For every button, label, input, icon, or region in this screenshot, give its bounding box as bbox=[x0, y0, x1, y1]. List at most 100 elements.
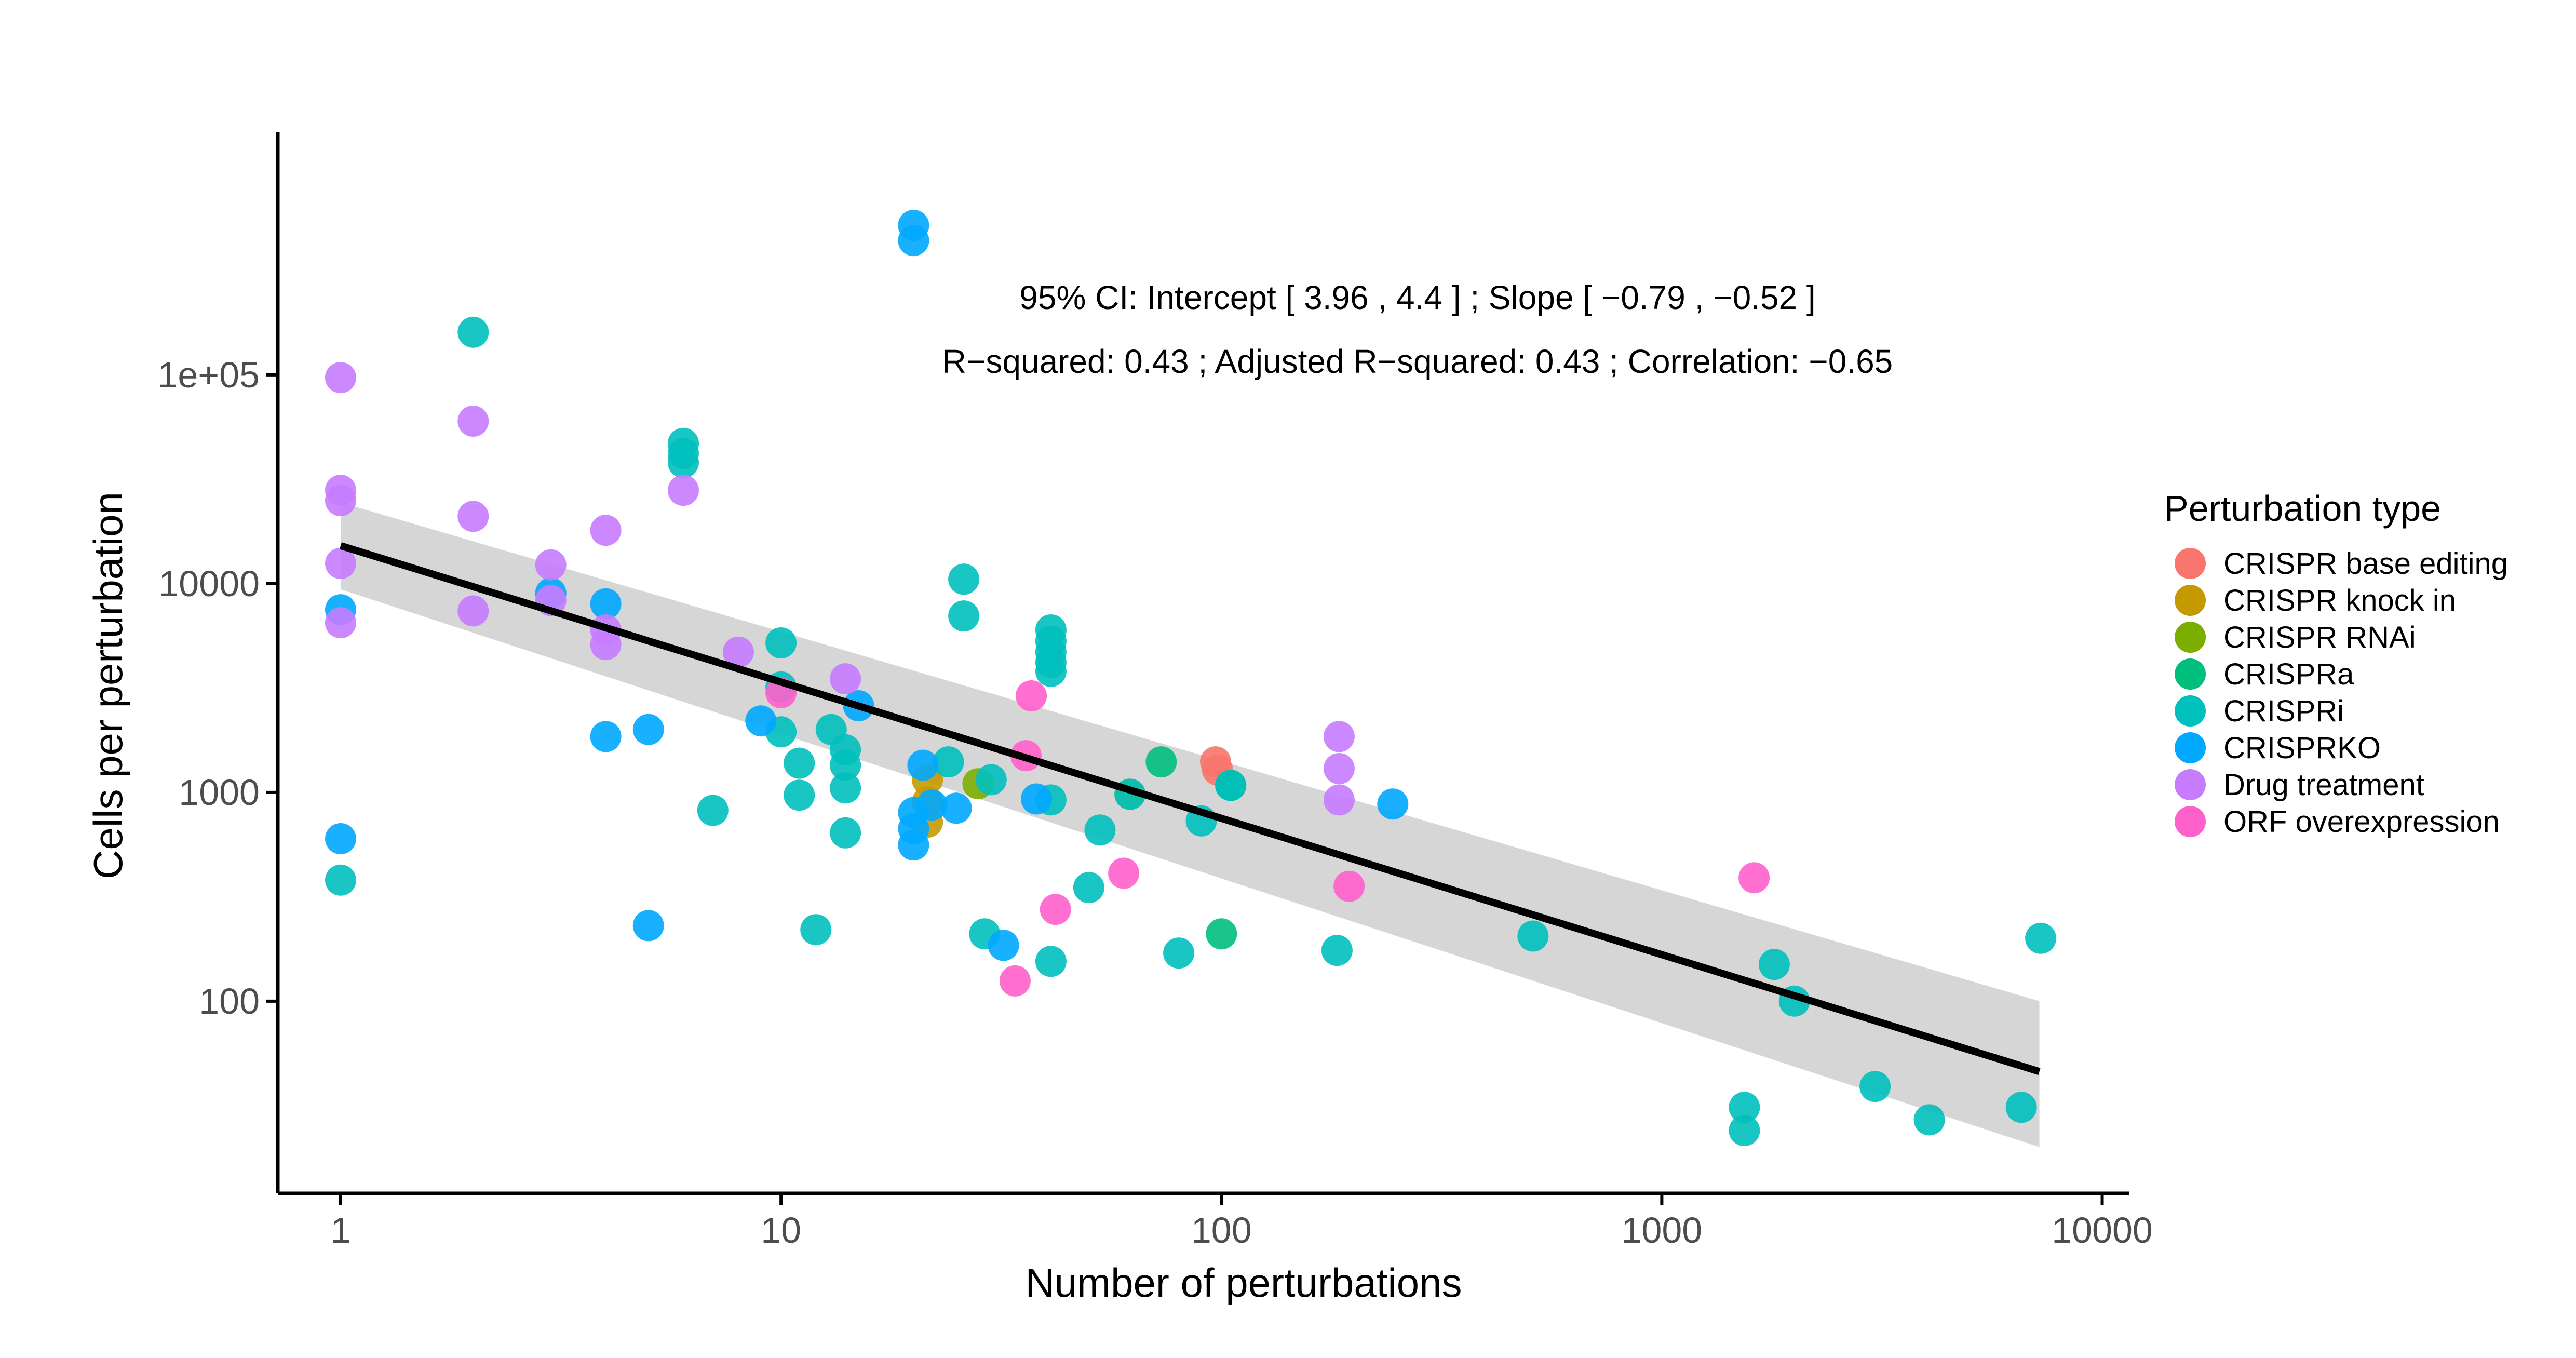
point-crispri bbox=[668, 447, 699, 478]
point-crispri bbox=[1073, 872, 1104, 904]
y-tick-label: 1e+05 bbox=[157, 355, 260, 395]
point-crispri bbox=[830, 817, 861, 849]
point-crisprko bbox=[988, 930, 1019, 961]
regression-line bbox=[339, 542, 2041, 1075]
y-tick-label: 1000 bbox=[179, 772, 260, 813]
point-crispri bbox=[1859, 1071, 1891, 1102]
point-crispri bbox=[457, 316, 489, 348]
point-drug-treatment bbox=[325, 547, 356, 579]
point-drug-treatment bbox=[590, 515, 622, 546]
legend-key-crispra bbox=[2175, 658, 2206, 690]
point-crispri bbox=[948, 600, 980, 632]
point-crispri bbox=[697, 795, 729, 826]
point-crisprko bbox=[1377, 788, 1409, 820]
point-crisprko bbox=[898, 225, 929, 257]
point-crispri bbox=[1729, 1115, 1760, 1146]
point-drug-treatment bbox=[722, 636, 754, 668]
point-crispri bbox=[800, 914, 832, 946]
point-crispri bbox=[1215, 770, 1247, 801]
point-drug-treatment bbox=[830, 663, 861, 695]
point-crisprko bbox=[940, 792, 972, 824]
point-crispri bbox=[784, 779, 815, 811]
legend-label-crispra: CRISPRa bbox=[2223, 657, 2354, 691]
legend-label-drug-treatment: Drug treatment bbox=[2223, 768, 2424, 802]
point-crispri bbox=[325, 864, 356, 896]
legend-label-crispr-base-editing: CRISPR base editing bbox=[2223, 547, 2508, 581]
point-drug-treatment bbox=[1323, 721, 1355, 752]
y-tick-label: 10000 bbox=[158, 563, 260, 604]
legend-key-crispr-base-editing bbox=[2175, 548, 2206, 579]
point-crisprko bbox=[632, 910, 664, 942]
point-orf-overexpression bbox=[999, 965, 1031, 997]
point-crisprko bbox=[898, 829, 929, 861]
point-crispri bbox=[1729, 1092, 1760, 1123]
point-crispri bbox=[784, 747, 815, 779]
axes-layer bbox=[276, 132, 2129, 1195]
point-crispri bbox=[948, 563, 980, 595]
legend-label-crispri: CRISPRi bbox=[2223, 694, 2344, 728]
point-drug-treatment bbox=[325, 485, 356, 516]
point-crisprko bbox=[745, 705, 777, 737]
point-crisprko bbox=[1020, 783, 1052, 815]
point-crispri bbox=[765, 627, 797, 658]
x-tick-label: 100 bbox=[1191, 1210, 1252, 1251]
point-drug-treatment bbox=[668, 475, 699, 506]
point-drug-treatment bbox=[325, 362, 356, 394]
legend: Perturbation type CRISPR base editingCRI… bbox=[2164, 488, 2508, 839]
legend-key-crispri bbox=[2175, 695, 2206, 727]
legend-label-crisprko: CRISPRKO bbox=[2223, 731, 2381, 765]
x-tick-label: 1 bbox=[331, 1210, 351, 1251]
r-squared-annotation: R−squared: 0.43 ; Adjusted R−squared: 0.… bbox=[942, 343, 1893, 380]
point-crisprko bbox=[325, 823, 356, 854]
point-crispra bbox=[1206, 918, 1237, 950]
point-crispri bbox=[830, 772, 861, 804]
point-crispri bbox=[1035, 946, 1067, 977]
point-crispri bbox=[1517, 920, 1549, 952]
point-orf-overexpression bbox=[1738, 862, 1770, 894]
legend-key-crispr-rnai bbox=[2175, 622, 2206, 653]
ci-annotation: 95% CI: Intercept [ 3.96 , 4.4 ] ; Slope… bbox=[1019, 279, 1815, 316]
point-crispri bbox=[975, 764, 1007, 796]
point-crispri bbox=[2005, 1092, 2037, 1123]
point-crispra bbox=[1145, 746, 1177, 778]
point-crisprko bbox=[632, 714, 664, 745]
point-crispri bbox=[1321, 935, 1353, 966]
point-drug-treatment bbox=[1323, 784, 1355, 816]
point-drug-treatment bbox=[325, 607, 356, 639]
point-drug-treatment bbox=[1323, 753, 1355, 784]
x-tick-label: 10 bbox=[761, 1210, 801, 1251]
data-points-layer bbox=[325, 210, 2057, 1146]
point-crispri bbox=[830, 749, 861, 781]
point-crispri bbox=[933, 746, 964, 778]
x-tick-label: 1000 bbox=[1622, 1210, 1703, 1251]
legend-key-crispr-knock-in bbox=[2175, 585, 2206, 616]
point-drug-treatment bbox=[457, 406, 489, 437]
legend-key-crisprko bbox=[2175, 732, 2206, 763]
legend-label-orf-overexpression: ORF overexpression bbox=[2223, 805, 2500, 839]
point-drug-treatment bbox=[457, 595, 489, 627]
point-crisprko bbox=[907, 749, 939, 781]
point-crispri bbox=[1084, 814, 1116, 846]
x-tick-label: 10000 bbox=[2052, 1210, 2153, 1251]
point-orf-overexpression bbox=[1108, 857, 1140, 889]
y-tick-label: 100 bbox=[199, 981, 260, 1021]
point-orf-overexpression bbox=[1016, 680, 1047, 711]
point-crispri bbox=[1163, 937, 1195, 969]
regression-line-layer bbox=[339, 542, 2041, 1075]
point-crisprko bbox=[916, 789, 948, 821]
legend-key-drug-treatment bbox=[2175, 769, 2206, 800]
point-drug-treatment bbox=[590, 629, 622, 661]
point-drug-treatment bbox=[535, 549, 567, 581]
y-axis-title: Cells per perturbation bbox=[85, 492, 131, 879]
point-orf-overexpression bbox=[1333, 870, 1365, 902]
point-crispri bbox=[1035, 655, 1067, 687]
legend-label-crispr-knock-in: CRISPR knock in bbox=[2223, 584, 2456, 617]
point-crisprko bbox=[590, 588, 622, 620]
x-axis-title: Number of perturbations bbox=[1025, 1260, 1462, 1306]
legend-label-crispr-rnai: CRISPR RNAi bbox=[2223, 621, 2416, 654]
point-crispri bbox=[1913, 1104, 1945, 1136]
point-drug-treatment bbox=[457, 501, 489, 532]
point-crispri bbox=[1758, 949, 1790, 980]
